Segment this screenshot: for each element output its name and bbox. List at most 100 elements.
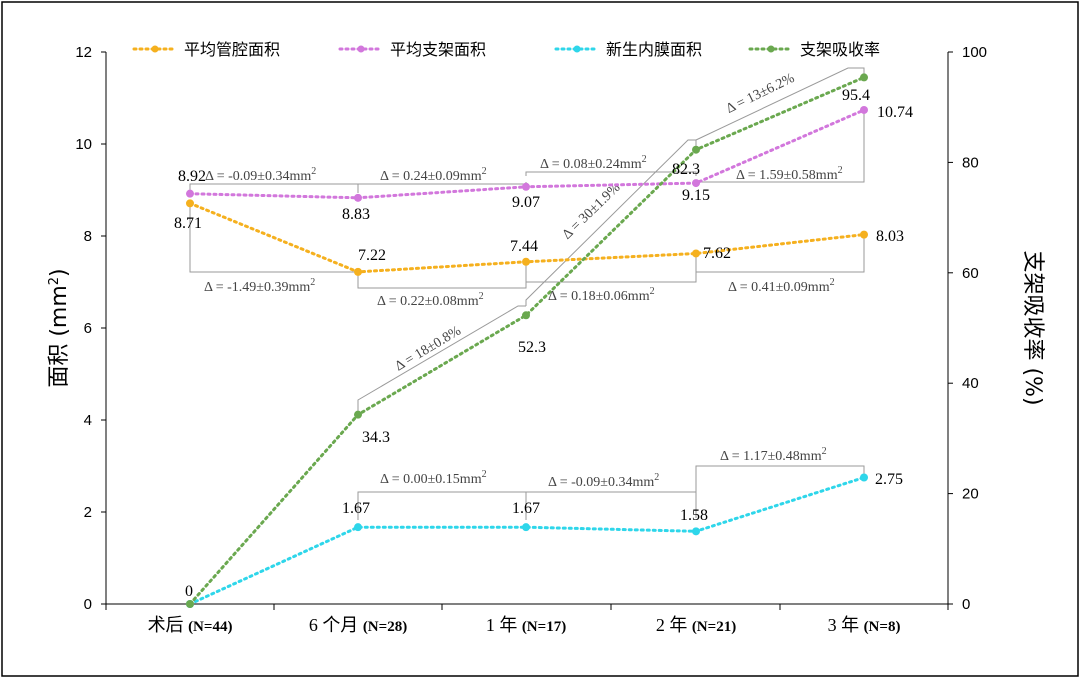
data-label: 2.75 bbox=[875, 471, 903, 488]
lumen-delta-4: Δ = 0.41±0.09mm2 bbox=[728, 277, 835, 295]
data-point bbox=[860, 105, 868, 114]
data-label: 34.3 bbox=[362, 429, 390, 446]
neo-delta-3: Δ = 1.17±0.48mm2 bbox=[720, 446, 827, 464]
data-point bbox=[692, 527, 700, 536]
y-left-tick-label: 10 bbox=[75, 136, 92, 153]
data-label: 1.67 bbox=[512, 500, 540, 517]
stent-delta-4-sup: 2 bbox=[838, 165, 843, 176]
y-right-tick-label: 100 bbox=[962, 44, 987, 61]
neo-delta-2: Δ = -0.09±0.34mm2 bbox=[548, 472, 659, 490]
x-tick-label-main: 2 年 bbox=[656, 615, 692, 635]
y-left-label-sup: 2 bbox=[47, 277, 62, 285]
legend-marker bbox=[357, 45, 365, 53]
lumen-delta-1-sup: 2 bbox=[310, 277, 315, 288]
data-label: 9.15 bbox=[682, 187, 710, 204]
stent-delta-4: Δ = 1.59±0.58mm2 bbox=[736, 165, 843, 183]
x-tick-label-main: 3 年 bbox=[828, 615, 864, 635]
lumen-bracket-1 bbox=[189, 206, 358, 273]
data-point bbox=[522, 257, 530, 266]
data-point bbox=[186, 600, 194, 608]
x-tick-label: 6 个月 (N=28) bbox=[309, 615, 407, 635]
x-tick-label-n: (N=17) bbox=[522, 619, 566, 635]
lumen-delta-3: Δ = 0.18±0.06mm2 bbox=[548, 286, 655, 304]
series-3 bbox=[186, 73, 868, 608]
stent-delta-3-text: Δ = 0.08±0.24mm bbox=[540, 157, 642, 172]
y-right-tick-label: 80 bbox=[962, 154, 979, 171]
stent-delta-3-sup: 2 bbox=[642, 154, 647, 165]
data-label: 8.03 bbox=[876, 228, 904, 245]
y-left-tick-label: 12 bbox=[75, 44, 92, 61]
y-right-tick-label: 40 bbox=[962, 375, 979, 392]
x-tick-label-n: (N=44) bbox=[188, 619, 232, 635]
y-left-label: 面积 (mm2) bbox=[47, 268, 72, 387]
y-left-tick-label: 0 bbox=[84, 596, 92, 613]
x-tick-label: 2 年 (N=21) bbox=[656, 615, 736, 635]
x-tick-label: 术后 (N=44) bbox=[148, 615, 233, 635]
data-point bbox=[354, 523, 362, 532]
series-2 bbox=[186, 473, 868, 608]
stent-bracket-4 bbox=[696, 108, 865, 183]
data-label: 0 bbox=[185, 583, 193, 600]
lumen-bracket-4 bbox=[695, 237, 865, 273]
abs-bracket-1 bbox=[357, 305, 526, 412]
data-label: 52.3 bbox=[518, 339, 546, 356]
legend-label: 平均支架面积 bbox=[390, 40, 486, 59]
abs-bracket-3 bbox=[695, 67, 865, 148]
lumen-delta-2-text: Δ = 0.22±0.08mm bbox=[377, 294, 479, 309]
y-left-label-close: ) bbox=[47, 268, 72, 277]
data-point bbox=[522, 523, 530, 532]
y-left-tick-label: 6 bbox=[84, 320, 92, 337]
neo-delta-2-text: Δ = -0.09±0.34mm bbox=[548, 475, 654, 490]
legend-marker bbox=[767, 45, 775, 53]
legend-marker bbox=[573, 45, 581, 53]
data-point bbox=[692, 179, 700, 188]
abs-bracket-2 bbox=[525, 139, 696, 306]
stent-delta-2-sup: 2 bbox=[482, 166, 487, 177]
data-point bbox=[186, 199, 194, 208]
x-tick-label-main: 1 年 bbox=[486, 615, 522, 635]
y-left-tick-label: 2 bbox=[84, 504, 92, 521]
x-tick-label-main: 术后 bbox=[148, 615, 189, 635]
lumen-delta-1: Δ = -1.49±0.39mm2 bbox=[204, 277, 315, 295]
stent-delta-2-text: Δ = 0.24±0.09mm bbox=[380, 169, 482, 184]
x-tick-label-n: (N=28) bbox=[363, 619, 407, 635]
series-0 bbox=[186, 199, 868, 276]
y-left-tick-label: 4 bbox=[84, 412, 92, 429]
lumen-delta-4-sup: 2 bbox=[830, 277, 835, 288]
data-label: 9.07 bbox=[512, 194, 540, 211]
data-label: 8.92 bbox=[178, 168, 206, 185]
stent-bracket-3 bbox=[525, 171, 697, 176]
data-point bbox=[860, 473, 868, 482]
data-label: 7.22 bbox=[358, 247, 386, 264]
data-point bbox=[522, 311, 530, 320]
data-label: 95.4 bbox=[842, 87, 870, 104]
data-label: 7.44 bbox=[510, 238, 538, 255]
x-tick-label-n: (N=8) bbox=[864, 619, 901, 635]
series-line bbox=[188, 75, 866, 606]
series-1 bbox=[186, 105, 868, 202]
data-label: 1.58 bbox=[680, 507, 708, 524]
stent-delta-1-text: Δ = -0.09±0.34mm bbox=[205, 169, 311, 184]
data-point bbox=[354, 267, 362, 276]
x-tick-label-n: (N=21) bbox=[692, 619, 736, 635]
stent-delta-4-text: Δ = 1.59±0.58mm bbox=[736, 168, 838, 183]
data-label: 8.83 bbox=[342, 206, 370, 223]
neo-delta-3-text: Δ = 1.17±0.48mm bbox=[720, 449, 822, 464]
annotation-brackets bbox=[189, 67, 865, 520]
neo-bracket-3 bbox=[695, 465, 865, 518]
data-label: 82.3 bbox=[672, 161, 700, 178]
data-point bbox=[186, 189, 194, 198]
data-label: 1.67 bbox=[342, 500, 370, 517]
stent-delta-1: Δ = -0.09±0.34mm2 bbox=[205, 166, 316, 184]
neo-delta-1: Δ = 0.00±0.15mm2 bbox=[380, 469, 487, 487]
y-right-label: 支架吸收率 (%) bbox=[1020, 250, 1045, 405]
legend-label: 支架吸收率 bbox=[800, 40, 880, 59]
data-label: 10.74 bbox=[877, 104, 913, 121]
y-left-label-unit: (mm bbox=[47, 285, 72, 343]
legend-marker bbox=[151, 45, 159, 53]
data-label: 8.71 bbox=[174, 215, 202, 232]
neo-delta-2-sup: 2 bbox=[654, 472, 659, 483]
lumen-delta-1-text: Δ = -1.49±0.39mm bbox=[204, 280, 310, 295]
